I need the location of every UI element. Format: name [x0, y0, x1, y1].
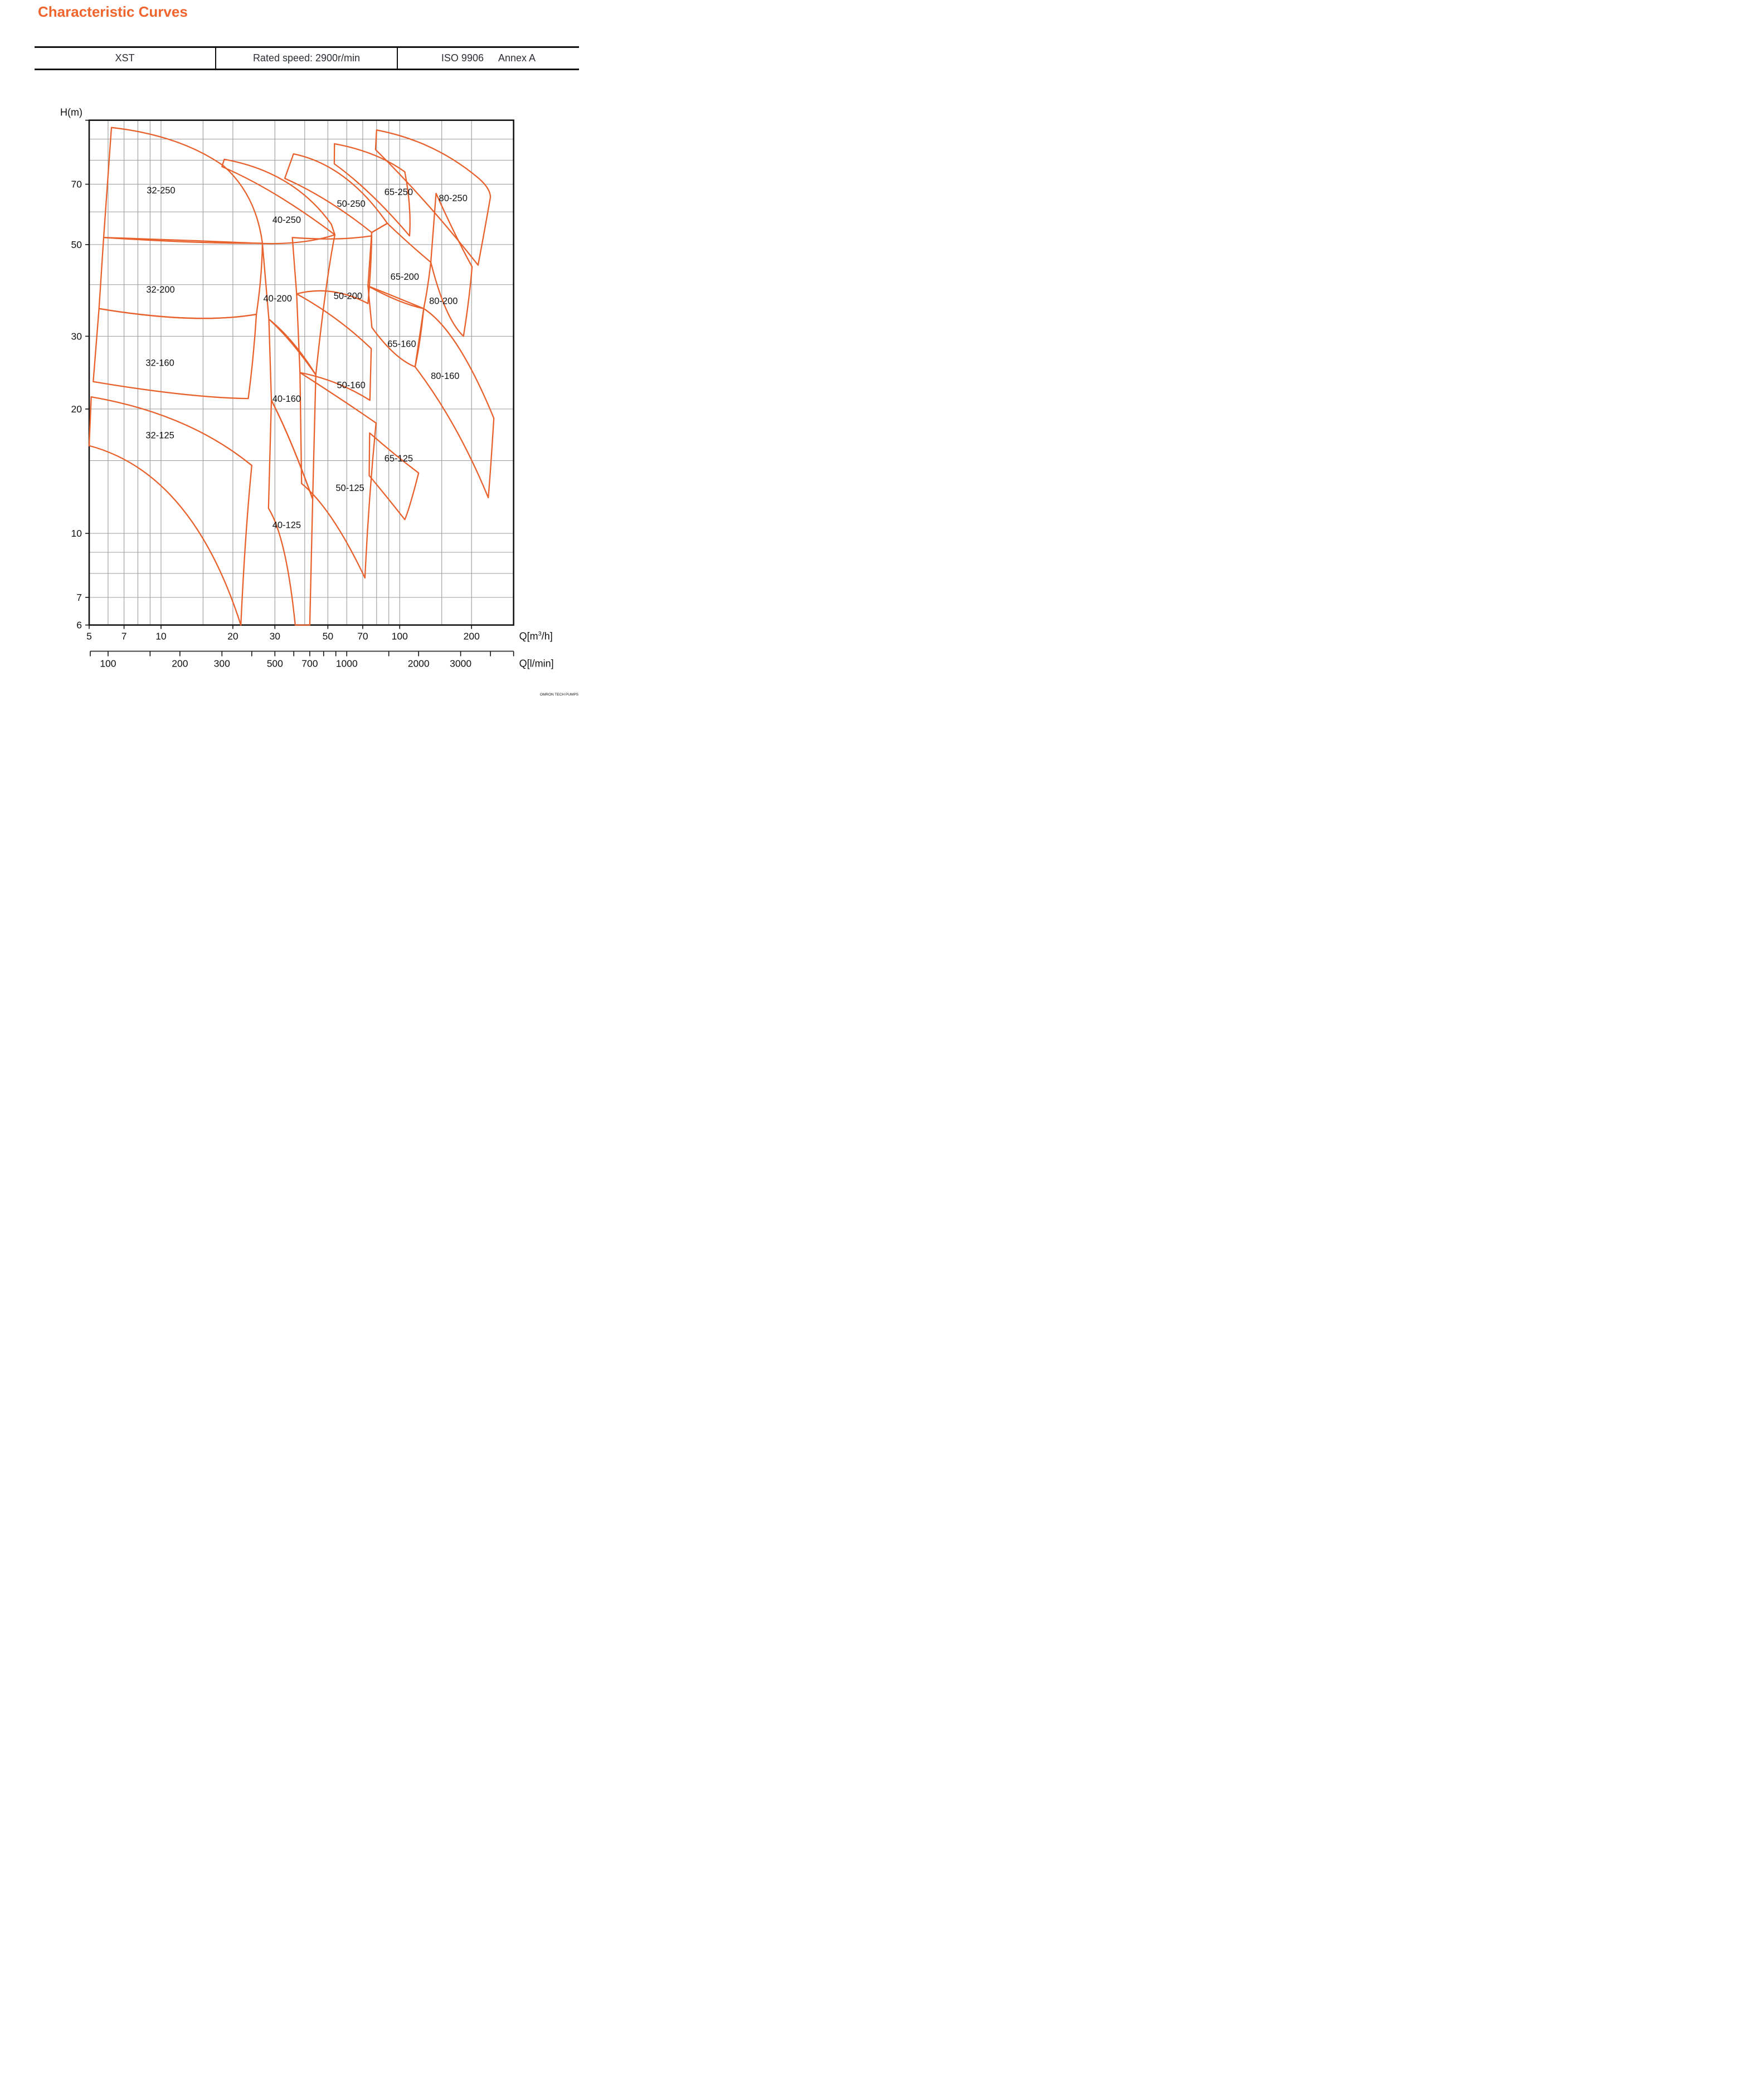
region-32-125: [88, 396, 252, 626]
header-annex: Annex A: [498, 52, 536, 64]
region-65-200: [367, 222, 432, 309]
region-label-40-200: 40-200: [264, 294, 292, 304]
region-label-32-250: 32-250: [147, 186, 175, 196]
lmin-tick-label: 500: [267, 658, 283, 669]
header-table: XST Rated speed: 2900r/min ISO 9906 Anne…: [35, 46, 579, 70]
x-tick-label: 5: [86, 630, 92, 641]
region-label-40-160: 40-160: [273, 394, 301, 404]
region-80-250: [374, 129, 492, 266]
region-label-80-250: 80-250: [439, 193, 468, 203]
page-title: Characteristic Curves: [38, 3, 188, 20]
region-label-40-250: 40-250: [273, 215, 301, 225]
x-axis-title-lmin: Q[l/min]: [519, 658, 554, 669]
region-label-65-160: 65-160: [387, 339, 416, 349]
lmin-tick-label: 1000: [336, 658, 358, 669]
x-tick-label: 7: [121, 630, 127, 641]
region-40-200: [261, 234, 336, 376]
region-80-200: [430, 192, 473, 337]
region-32-160: [93, 308, 257, 400]
region-label-50-200: 50-200: [334, 291, 362, 302]
region-label-80-160: 80-160: [431, 371, 459, 381]
lmin-tick-label: 3000: [450, 658, 471, 669]
region-40-125: [267, 400, 314, 626]
region-65-125: [368, 432, 420, 521]
header-cell-rated-speed: Rated speed: 2900r/min: [216, 48, 398, 69]
y-tick-label: 20: [71, 404, 82, 415]
region-50-160: [296, 293, 372, 401]
x-tick-label: 10: [155, 630, 167, 641]
region-label-32-125: 32-125: [145, 431, 174, 441]
lmin-tick-label: 100: [100, 658, 116, 669]
header-cell-standard: ISO 9906 Annex A: [398, 48, 579, 69]
region-50-125: [299, 372, 377, 579]
x-tick-label: 20: [227, 630, 239, 641]
x-tick-label: 100: [392, 630, 408, 641]
y-tick-label: 70: [71, 179, 82, 190]
region-65-160: [367, 285, 425, 368]
y-axis-title: H(m): [60, 107, 82, 118]
y-tick-label: 6: [76, 619, 82, 630]
x-tick-label: 200: [464, 630, 480, 641]
region-label-40-125: 40-125: [273, 520, 301, 530]
x-axis-title-m3h: Q[m3/h]: [519, 630, 553, 641]
region-80-160: [414, 308, 495, 499]
characteristic-curves-chart: 32-250 32-200 32-160 32-125 40-250 40-200 40-1…: [60, 107, 579, 697]
region-label-32-160: 32-160: [145, 358, 174, 368]
watermark: OMRON TECH PUMPS: [540, 693, 579, 697]
x-tick-label: 50: [323, 630, 334, 641]
region-label-65-125: 65-125: [385, 454, 413, 464]
lmin-tick-label: 300: [214, 658, 230, 669]
header-iso: ISO 9906: [441, 52, 484, 64]
region-label-65-200: 65-200: [391, 272, 419, 282]
page: Characteristic Curves XST Rated speed: 2…: [0, 0, 581, 700]
y-tick-label: 30: [71, 330, 82, 342]
lmin-tick-label: 2000: [408, 658, 430, 669]
lmin-tick-label: 700: [301, 658, 318, 669]
y-tick-label: 10: [71, 528, 82, 539]
region-32-200: [98, 237, 264, 319]
header-cell-series: XST: [35, 48, 216, 69]
region-label-32-200: 32-200: [146, 285, 174, 295]
region-label-80-200: 80-200: [429, 296, 458, 306]
region-label-65-250: 65-250: [385, 187, 413, 197]
region-32-250: [103, 127, 264, 244]
x-tick-label: 70: [357, 630, 368, 641]
y-tick-label: 7: [76, 592, 82, 603]
region-50-200: [291, 235, 373, 304]
region-65-250: [333, 143, 411, 237]
y-tick-label: 50: [71, 239, 82, 250]
lmin-tick-label: 200: [172, 658, 188, 669]
region-label-50-125: 50-125: [335, 483, 364, 493]
region-label-50-160: 50-160: [337, 380, 365, 390]
x-tick-label: 30: [270, 630, 281, 641]
region-label-50-250: 50-250: [337, 199, 365, 209]
